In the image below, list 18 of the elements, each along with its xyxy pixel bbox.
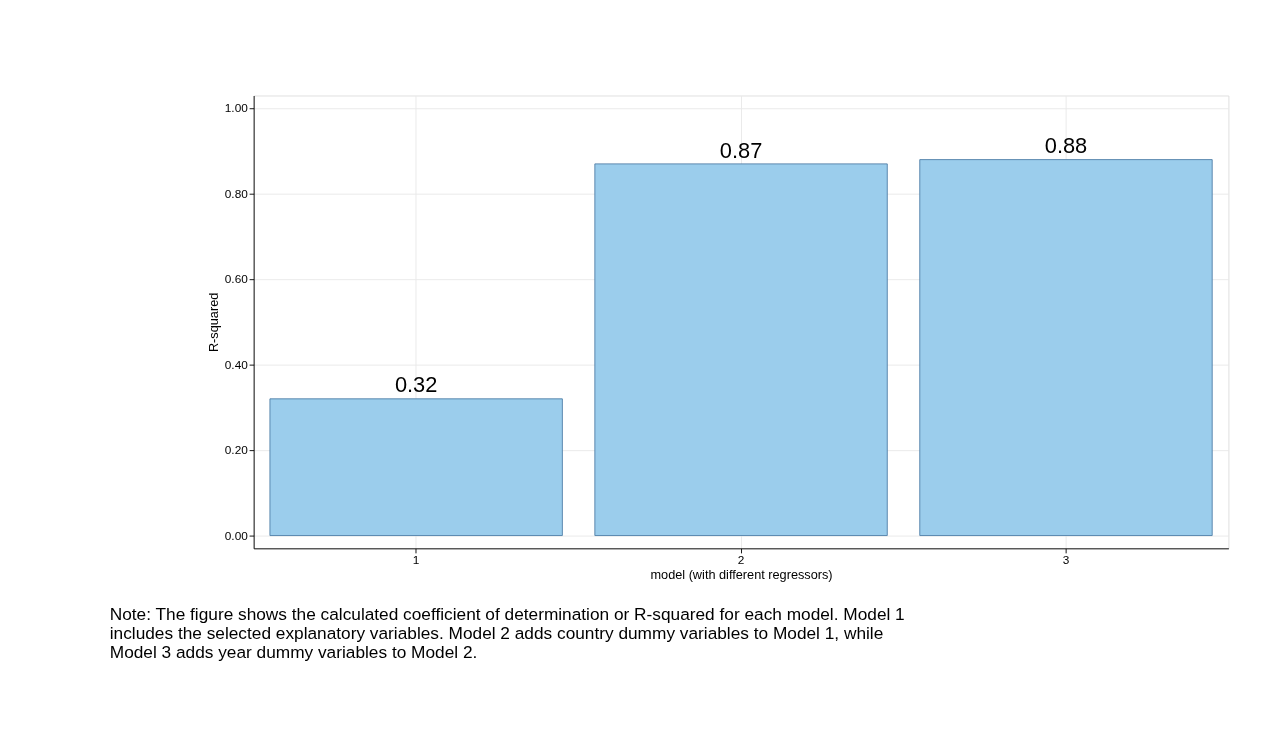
x-tick-label: 2 xyxy=(737,553,745,568)
x-tick-label: 3 xyxy=(1062,553,1070,568)
y-tick-label: 0.60 xyxy=(224,272,249,287)
bar xyxy=(919,159,1213,536)
y-tick-label: 0.40 xyxy=(224,357,249,372)
y-tick-label: 0.20 xyxy=(224,443,249,458)
x-axis-title: model (with different regressors) xyxy=(650,566,833,582)
y-tick-label: 1.00 xyxy=(224,101,249,116)
y-tick-label: 0.00 xyxy=(224,528,249,543)
bar xyxy=(594,163,888,536)
x-tick-label: 1 xyxy=(412,553,420,568)
data-label: 0.87 xyxy=(719,137,763,163)
y-tick-label: 0.80 xyxy=(224,186,249,201)
data-label: 0.32 xyxy=(394,372,438,398)
data-label: 0.88 xyxy=(1044,133,1088,159)
bar xyxy=(269,398,563,536)
text: Note: The figure shows the calculated coefficient of determination or R-squared for each model. Model 1 includes the selected explanatory variables. Model 2 adds country dummy variables to Model 1, while Model 3 adds year dummy variables to Model 2. xyxy=(109,604,905,663)
y-axis-title: R-squared xyxy=(206,292,222,353)
